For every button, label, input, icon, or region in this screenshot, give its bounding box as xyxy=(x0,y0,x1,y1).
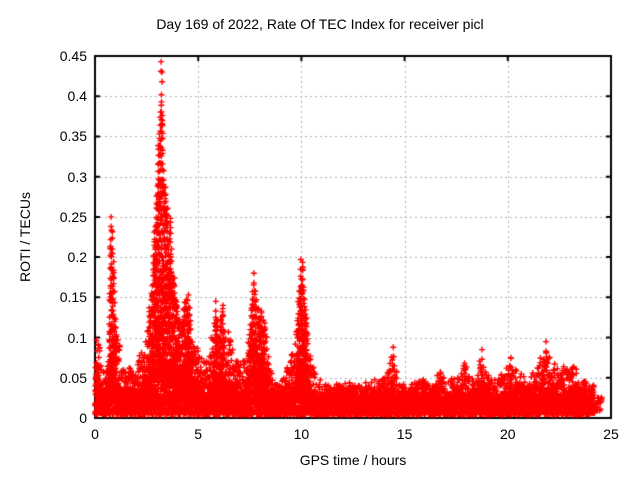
y-tick-label: 0.3 xyxy=(67,168,87,185)
x-axis-label: GPS time / hours xyxy=(299,452,407,468)
y-tick-label: 0.05 xyxy=(59,369,87,386)
chart-title: Day 169 of 2022, Rate Of TEC Index for r… xyxy=(156,16,484,32)
y-tick-label: 0.25 xyxy=(59,208,87,225)
y-tick-label: 0.1 xyxy=(67,329,87,346)
y-axis-label: ROTI / TECUs xyxy=(17,192,33,282)
x-tick-label: 10 xyxy=(293,426,310,442)
x-tick-label: 15 xyxy=(396,426,413,442)
y-tick-label: 0.35 xyxy=(59,128,87,145)
y-tick-label: 0.2 xyxy=(67,249,87,266)
x-tick-label: 25 xyxy=(603,426,619,442)
x-tick-label: 0 xyxy=(91,426,99,442)
y-tick-label: 0.15 xyxy=(59,289,87,306)
x-tick-label: 5 xyxy=(194,426,203,442)
x-tick-label: 20 xyxy=(500,426,516,442)
y-tick-label: 0.45 xyxy=(59,48,87,64)
y-tick-label: 0 xyxy=(79,410,87,426)
y-tick-label: 0.4 xyxy=(67,88,87,105)
